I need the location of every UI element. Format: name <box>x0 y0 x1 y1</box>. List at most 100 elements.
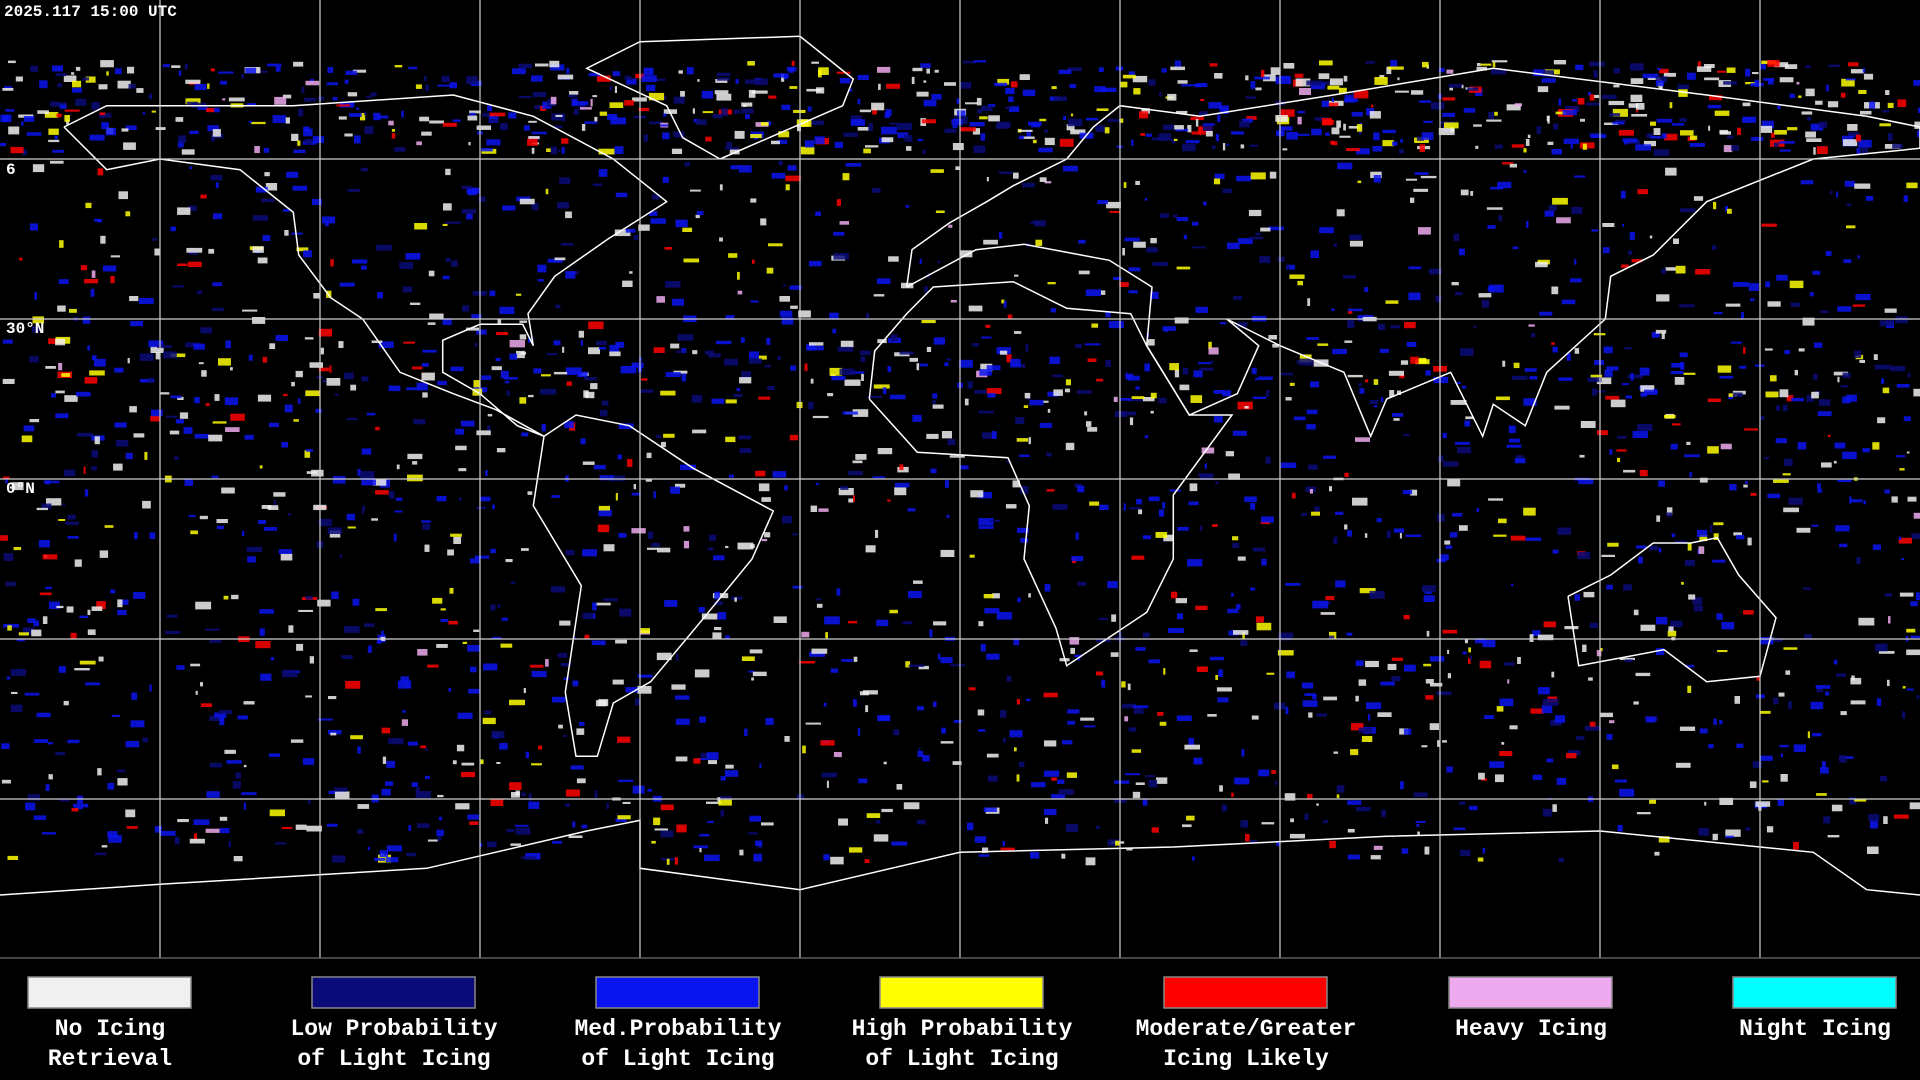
icing-pixel <box>568 94 578 98</box>
icing-pixel <box>94 436 100 445</box>
icing-pixel <box>1514 458 1526 464</box>
icing-pixel <box>1080 717 1095 721</box>
icing-pixel <box>506 390 510 396</box>
icing-pixel <box>1065 824 1078 832</box>
icing-pixel <box>1469 805 1478 811</box>
icing-pixel <box>1767 301 1781 307</box>
icing-pixel <box>64 395 78 402</box>
icing-pixel <box>69 308 77 313</box>
icing-pixel <box>966 822 974 831</box>
icing-pixel <box>1359 388 1365 394</box>
icing-pixel <box>1067 118 1083 127</box>
icing-pixel <box>1530 708 1544 714</box>
icing-pixel <box>1275 76 1291 84</box>
icing-pixel <box>466 327 479 331</box>
icing-pixel <box>1719 797 1734 805</box>
icing-pixel <box>1245 834 1250 842</box>
icing-pixel <box>194 397 200 404</box>
icing-pixel <box>273 499 276 507</box>
icing-pixel <box>1034 220 1046 227</box>
icing-pixel <box>1649 545 1658 551</box>
icing-pixel <box>48 774 53 780</box>
icing-pixel <box>830 856 844 865</box>
icing-pixel <box>1605 395 1620 400</box>
icing-pixel <box>415 84 422 89</box>
icing-pixel <box>1644 389 1658 395</box>
icing-pixel <box>890 334 898 342</box>
icing-pixel <box>83 466 86 474</box>
icing-pixel <box>1129 507 1141 510</box>
icing-pixel <box>163 351 177 359</box>
icing-pixel <box>1101 87 1117 92</box>
icing-pixel <box>656 652 672 661</box>
icing-pixel <box>402 286 412 293</box>
icing-pixel <box>259 465 263 469</box>
icing-pixel <box>1821 462 1832 468</box>
icing-pixel <box>580 438 586 445</box>
icing-pixel <box>790 365 796 371</box>
icing-pixel <box>422 523 431 530</box>
icing-pixel <box>451 260 458 267</box>
icing-pixel <box>1817 483 1821 489</box>
icing-pixel <box>1312 600 1329 609</box>
icing-pixel <box>1259 256 1271 264</box>
icing-pixel <box>666 858 670 865</box>
icing-pixel <box>932 701 937 707</box>
icing-pixel <box>1523 507 1536 516</box>
icing-pixel <box>741 108 754 114</box>
icing-pixel <box>1414 172 1429 175</box>
coastline <box>1567 536 1777 683</box>
icing-pixel <box>717 77 730 81</box>
icing-pixel <box>588 321 604 330</box>
icing-pixel <box>1355 660 1364 667</box>
icing-pixel <box>660 390 676 396</box>
icing-pixel <box>1085 289 1101 297</box>
icing-pixel <box>1096 378 1104 382</box>
icing-pixel <box>58 519 66 521</box>
icing-pixel <box>802 745 806 754</box>
icing-pixel <box>1294 73 1304 78</box>
icing-pixel <box>58 666 66 673</box>
icing-pixel <box>1589 94 1595 101</box>
icing-pixel <box>1566 353 1571 361</box>
icing-pixel <box>1381 809 1386 818</box>
icing-pixel <box>417 649 428 656</box>
icing-pixel <box>406 852 417 857</box>
icing-pixel <box>1071 556 1084 562</box>
icing-pixel <box>959 359 973 368</box>
icing-pixel <box>1438 128 1455 136</box>
icing-pixel <box>241 531 245 537</box>
icing-pixel <box>500 370 509 379</box>
icing-pixel <box>72 87 82 93</box>
icing-pixel <box>1606 584 1613 590</box>
icing-pixel <box>1133 708 1144 714</box>
icing-pixel <box>1351 723 1364 731</box>
icing-pixel <box>515 790 520 796</box>
icing-pixel <box>724 358 738 366</box>
icing-pixel <box>1698 546 1705 554</box>
icing-pixel <box>1646 133 1653 138</box>
icing-pixel <box>1388 370 1404 376</box>
icing-pixel <box>1295 78 1311 87</box>
icing-pixel <box>1251 367 1257 375</box>
icing-pixel <box>694 669 710 678</box>
icing-pixel <box>1196 83 1208 88</box>
icing-pixel <box>262 356 268 363</box>
icing-pixel <box>1609 449 1613 455</box>
icing-pixel <box>1385 300 1399 304</box>
icing-pixel <box>336 104 350 107</box>
icing-pixel <box>259 628 265 636</box>
icing-pixel <box>205 403 210 406</box>
icing-pixel <box>1764 348 1773 351</box>
icing-pixel <box>1176 216 1189 222</box>
icing-pixel <box>205 628 220 631</box>
icing-pixel <box>998 232 1003 239</box>
icing-pixel <box>442 223 448 226</box>
icing-pixel <box>59 240 64 248</box>
icing-pixel <box>980 133 986 141</box>
icing-pixel <box>1127 399 1143 402</box>
icing-pixel <box>1725 829 1741 837</box>
icing-pixel <box>1380 681 1395 686</box>
icing-pixel <box>1548 205 1557 211</box>
icing-pixel <box>1536 126 1541 134</box>
